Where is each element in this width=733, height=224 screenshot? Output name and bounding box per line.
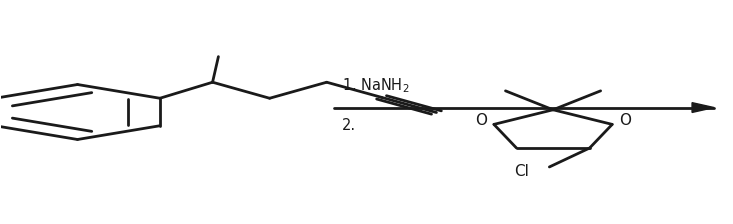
Text: O: O xyxy=(475,113,487,128)
Text: O: O xyxy=(619,113,631,128)
Text: 1. NaNH$_2$: 1. NaNH$_2$ xyxy=(342,77,410,95)
Text: Cl: Cl xyxy=(514,164,529,179)
Polygon shape xyxy=(692,103,714,112)
Text: 2.: 2. xyxy=(342,118,356,133)
